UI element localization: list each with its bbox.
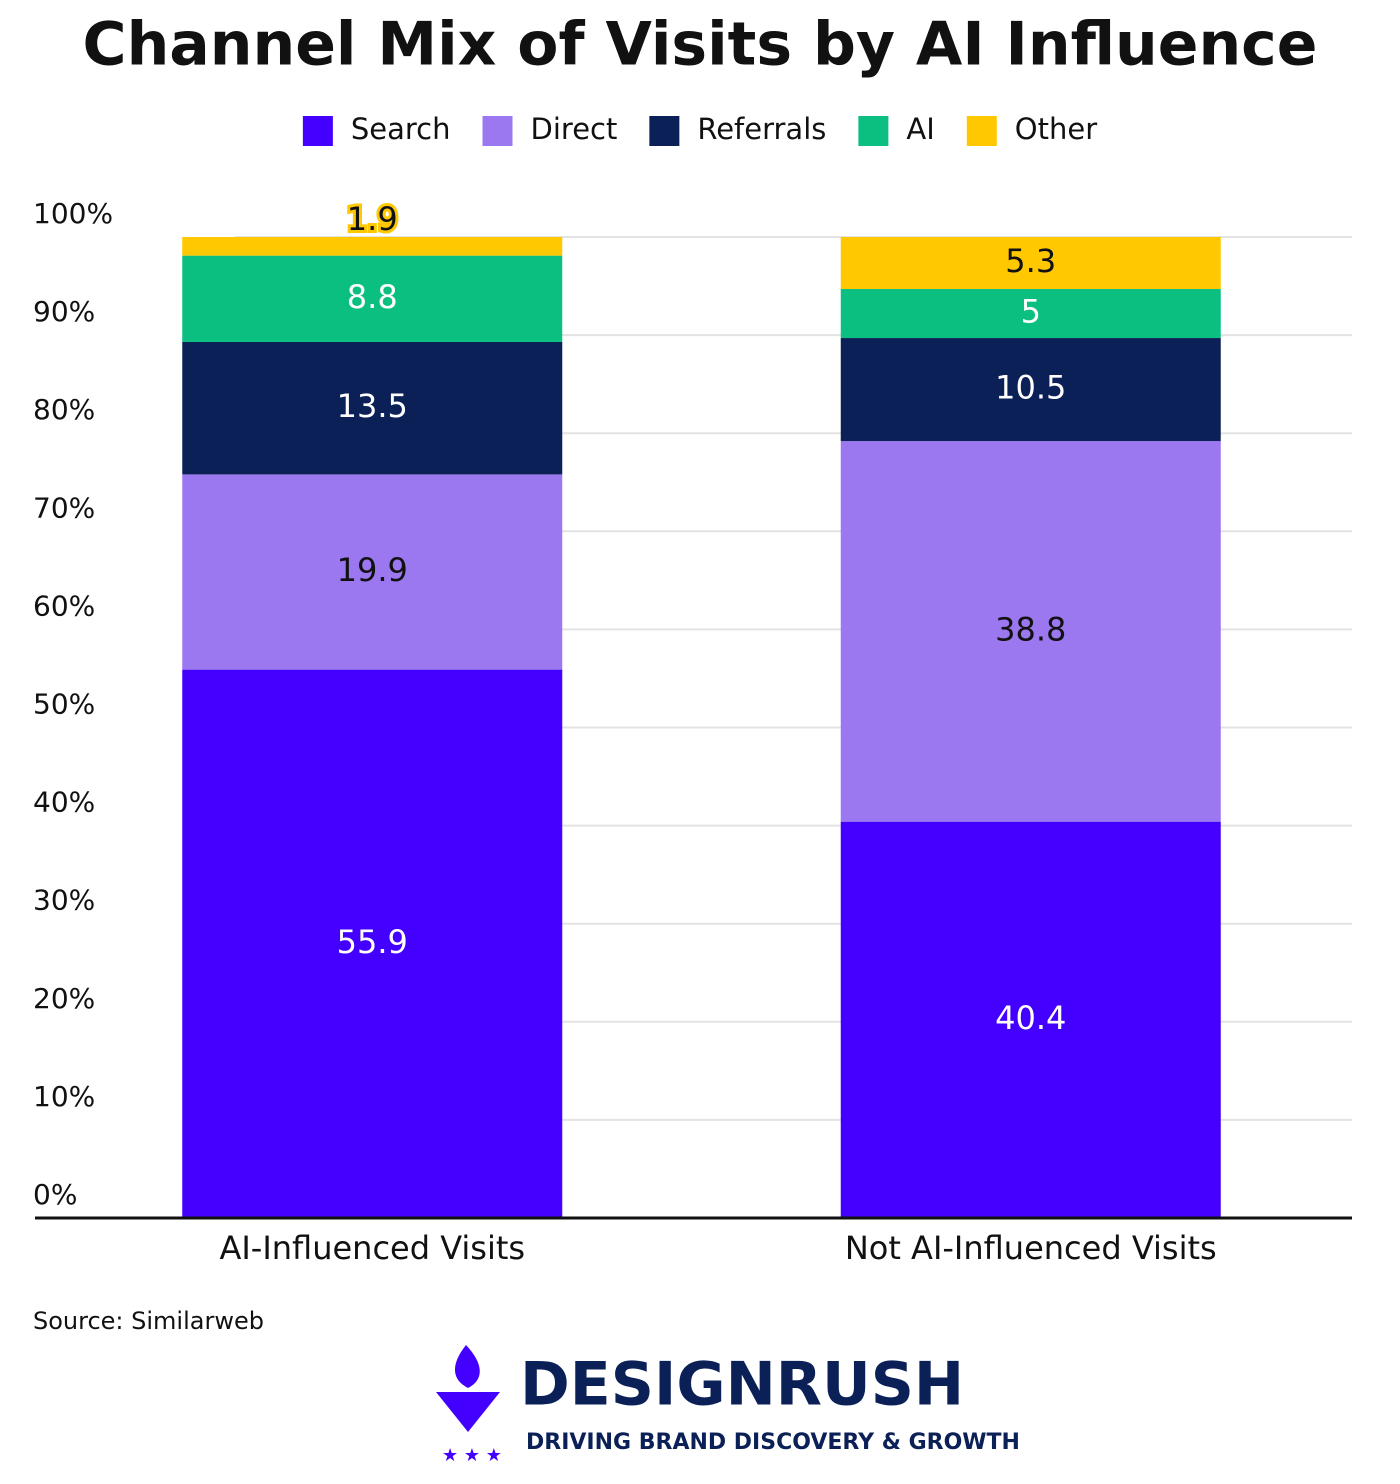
legend-swatch [482, 116, 513, 146]
logo-tagline: DRIVING BRAND DISCOVERY & GROWTH [526, 1430, 1020, 1455]
y-tick-label: 70% [33, 491, 95, 524]
bar-segment [182, 255, 563, 342]
legend-label: Search [351, 112, 451, 146]
legend-swatch [302, 116, 333, 146]
value-label: 55.9 [337, 923, 408, 961]
legend-swatch [858, 116, 889, 146]
value-label: 19.9 [337, 551, 408, 589]
value-label: 8.8 [347, 278, 398, 316]
value-label: 13.5 [337, 387, 408, 425]
x-tick-label: AI-Influenced Visits [219, 1229, 525, 1267]
value-label: 38.8 [995, 610, 1066, 648]
logo-mark [436, 1392, 500, 1432]
legend-label: AI [906, 112, 934, 146]
value-label: 10.5 [995, 369, 1066, 407]
logo-flame [454, 1345, 480, 1388]
y-tick-label: 60% [33, 589, 95, 622]
bar-segment [840, 441, 1221, 822]
logo: ★ ★ ★ DESIGNRUSH DRIVING BRAND DISCOVERY… [436, 1345, 1020, 1466]
bar-segment [182, 237, 563, 256]
chart-title: Channel Mix of Visits by AI Influence [83, 10, 1318, 80]
y-tick-label: 50% [33, 688, 95, 721]
bar-segment [840, 821, 1221, 1218]
y-tick-label: 40% [33, 786, 95, 819]
bar-segment [840, 237, 1221, 289]
bar-segment [840, 338, 1221, 442]
y-tick-label: 30% [33, 884, 95, 917]
logo-stars: ★ ★ ★ [442, 1445, 502, 1466]
bar-segment [182, 669, 563, 1218]
legend-label: Direct [531, 112, 618, 146]
value-label: 40.4 [995, 999, 1066, 1037]
source: Source: Similarweb [33, 1307, 264, 1335]
logo-name: DESIGNRUSH [520, 1350, 964, 1420]
legend-label: Referrals [697, 112, 826, 146]
legend: Search Direct Referrals AI Other [302, 112, 1097, 146]
y-tick-label: 20% [33, 982, 95, 1015]
legend-swatch [649, 116, 680, 146]
legend-swatch [966, 116, 997, 146]
value-label: 5.3 [1005, 242, 1056, 280]
x-tick-label: Not AI-Influenced Visits [845, 1229, 1217, 1267]
value-label: 5 [1021, 293, 1041, 331]
value-label: 1.9 [347, 200, 398, 238]
y-tick-label: 90% [33, 295, 95, 328]
bar-segment [840, 288, 1221, 339]
y-tick-label: 80% [33, 393, 95, 426]
legend-label: Other [1015, 112, 1097, 146]
bar-segment [182, 474, 563, 670]
y-tick-label: 10% [33, 1080, 95, 1113]
y-tick-label: 100% [33, 197, 113, 230]
bar-segment [182, 341, 563, 475]
y-tick-label: 0% [33, 1178, 77, 1211]
